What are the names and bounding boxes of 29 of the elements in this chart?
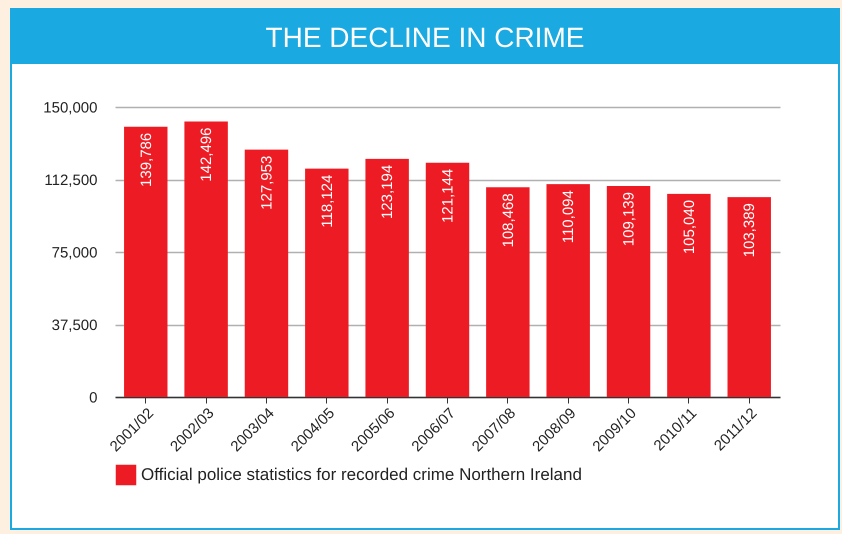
bar <box>124 126 168 397</box>
bar <box>667 194 711 397</box>
chart-title: THE DECLINE IN CRIME <box>12 10 838 64</box>
bar <box>305 168 349 397</box>
bar <box>184 122 228 397</box>
legend-label: Official police statistics for recorded crime Northern Ireland <box>141 465 582 484</box>
y-tick-label: 0 <box>89 390 98 406</box>
data-label: 123,194 <box>379 164 396 220</box>
bar <box>365 158 409 397</box>
data-label: 127,953 <box>258 156 276 210</box>
y-tick-label: 37,500 <box>52 317 98 334</box>
data-label: 118,124 <box>318 174 336 228</box>
bar <box>486 187 530 397</box>
data-label: 103,389 <box>741 203 758 258</box>
y-tick-label: 112,500 <box>44 172 98 189</box>
data-label: 109,139 <box>620 192 638 246</box>
data-label: 121,144 <box>440 168 456 224</box>
bar <box>244 150 288 397</box>
bar <box>728 197 771 397</box>
bar <box>606 186 650 397</box>
data-label: 142,496 <box>198 128 216 182</box>
data-label: 139,786 <box>138 132 155 187</box>
bar <box>426 162 470 397</box>
data-label: 108,468 <box>500 193 517 248</box>
data-label: 105,040 <box>680 200 698 254</box>
bar <box>546 184 590 397</box>
y-tick-label: 150,000 <box>43 100 98 116</box>
y-tick-label: 75,000 <box>52 244 98 262</box>
data-label: 110,094 <box>560 190 578 244</box>
